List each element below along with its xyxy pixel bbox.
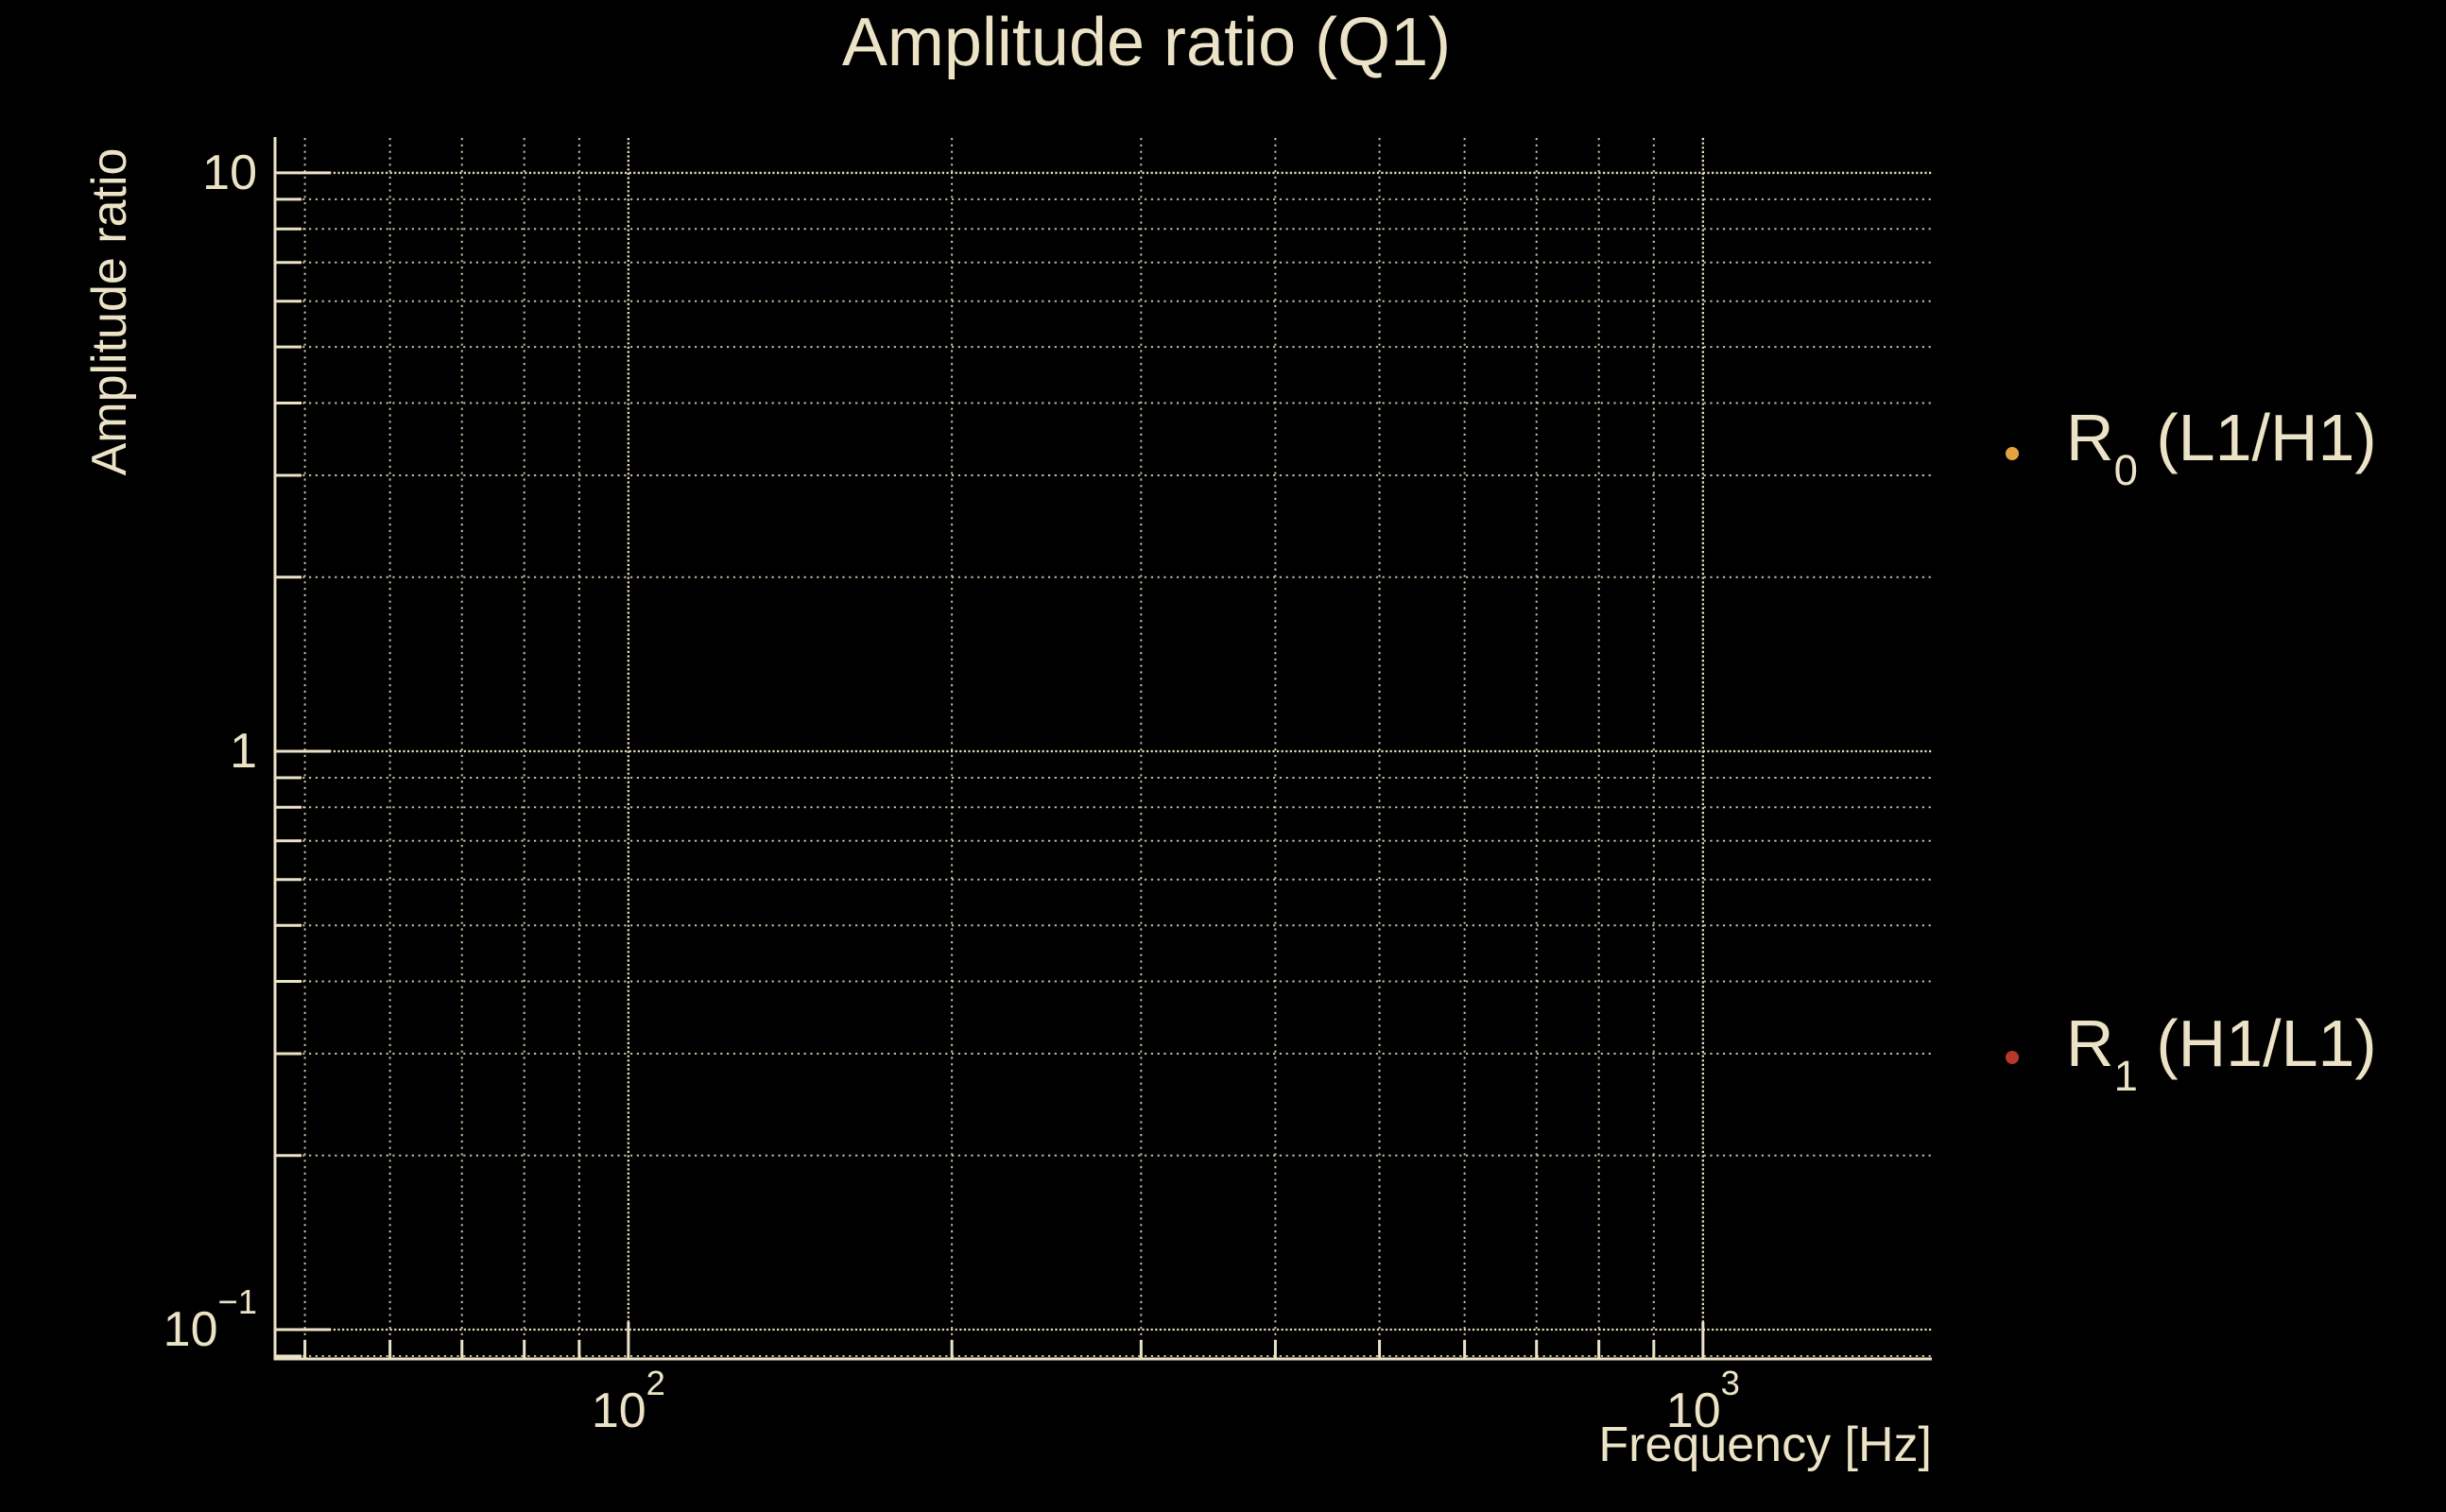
tick-label-exponent: 3 [1720,1364,1740,1403]
legend-label-base: R [2066,401,2114,474]
legend-label-subscript: 0 [2113,445,2138,494]
axis-spines [273,137,1932,1361]
tick-label-base: 10 [202,145,257,200]
y-axis-label: Amplitude ratio [82,147,137,476]
grid-minor-lines [277,138,1932,1358]
y-tick-label: 10−1 [163,1285,257,1358]
legend-label-rest: (H1/L1) [2137,1006,2377,1080]
legend-marker-dot [2006,1051,2019,1064]
grid-major-lines [277,138,1932,1358]
legend-entry-label: R1 (H1/L1) [2066,1010,2377,1097]
chart-title: Amplitude ratio (Q1) [841,5,1452,80]
tick-label-base: 10 [591,1383,646,1438]
x-tick-label: 102 [591,1366,665,1438]
legend-marker-dot [2006,447,2019,460]
x-axis-label: Frequency [Hz] [1598,1418,1932,1472]
legend-entry-label: R0 (L1/H1) [2066,401,2377,491]
tick-label-exponent: 2 [646,1364,665,1403]
tick-label-base: 1 [230,723,257,779]
y-tick-label: 1 [230,727,257,776]
tick-label-base: 10 [1665,1383,1721,1438]
legend-label-base: R [2066,1006,2114,1080]
axis-tickmarks [276,171,1705,1358]
legend-label-rest: (L1/H1) [2137,401,2377,474]
tick-label-base: 10 [163,1302,218,1358]
x-tick-label: 103 [1665,1366,1740,1438]
legend-label-subscript: 1 [2113,1051,2138,1100]
tick-label-exponent: −1 [217,1282,258,1322]
y-tick-label: 10 [202,148,257,198]
